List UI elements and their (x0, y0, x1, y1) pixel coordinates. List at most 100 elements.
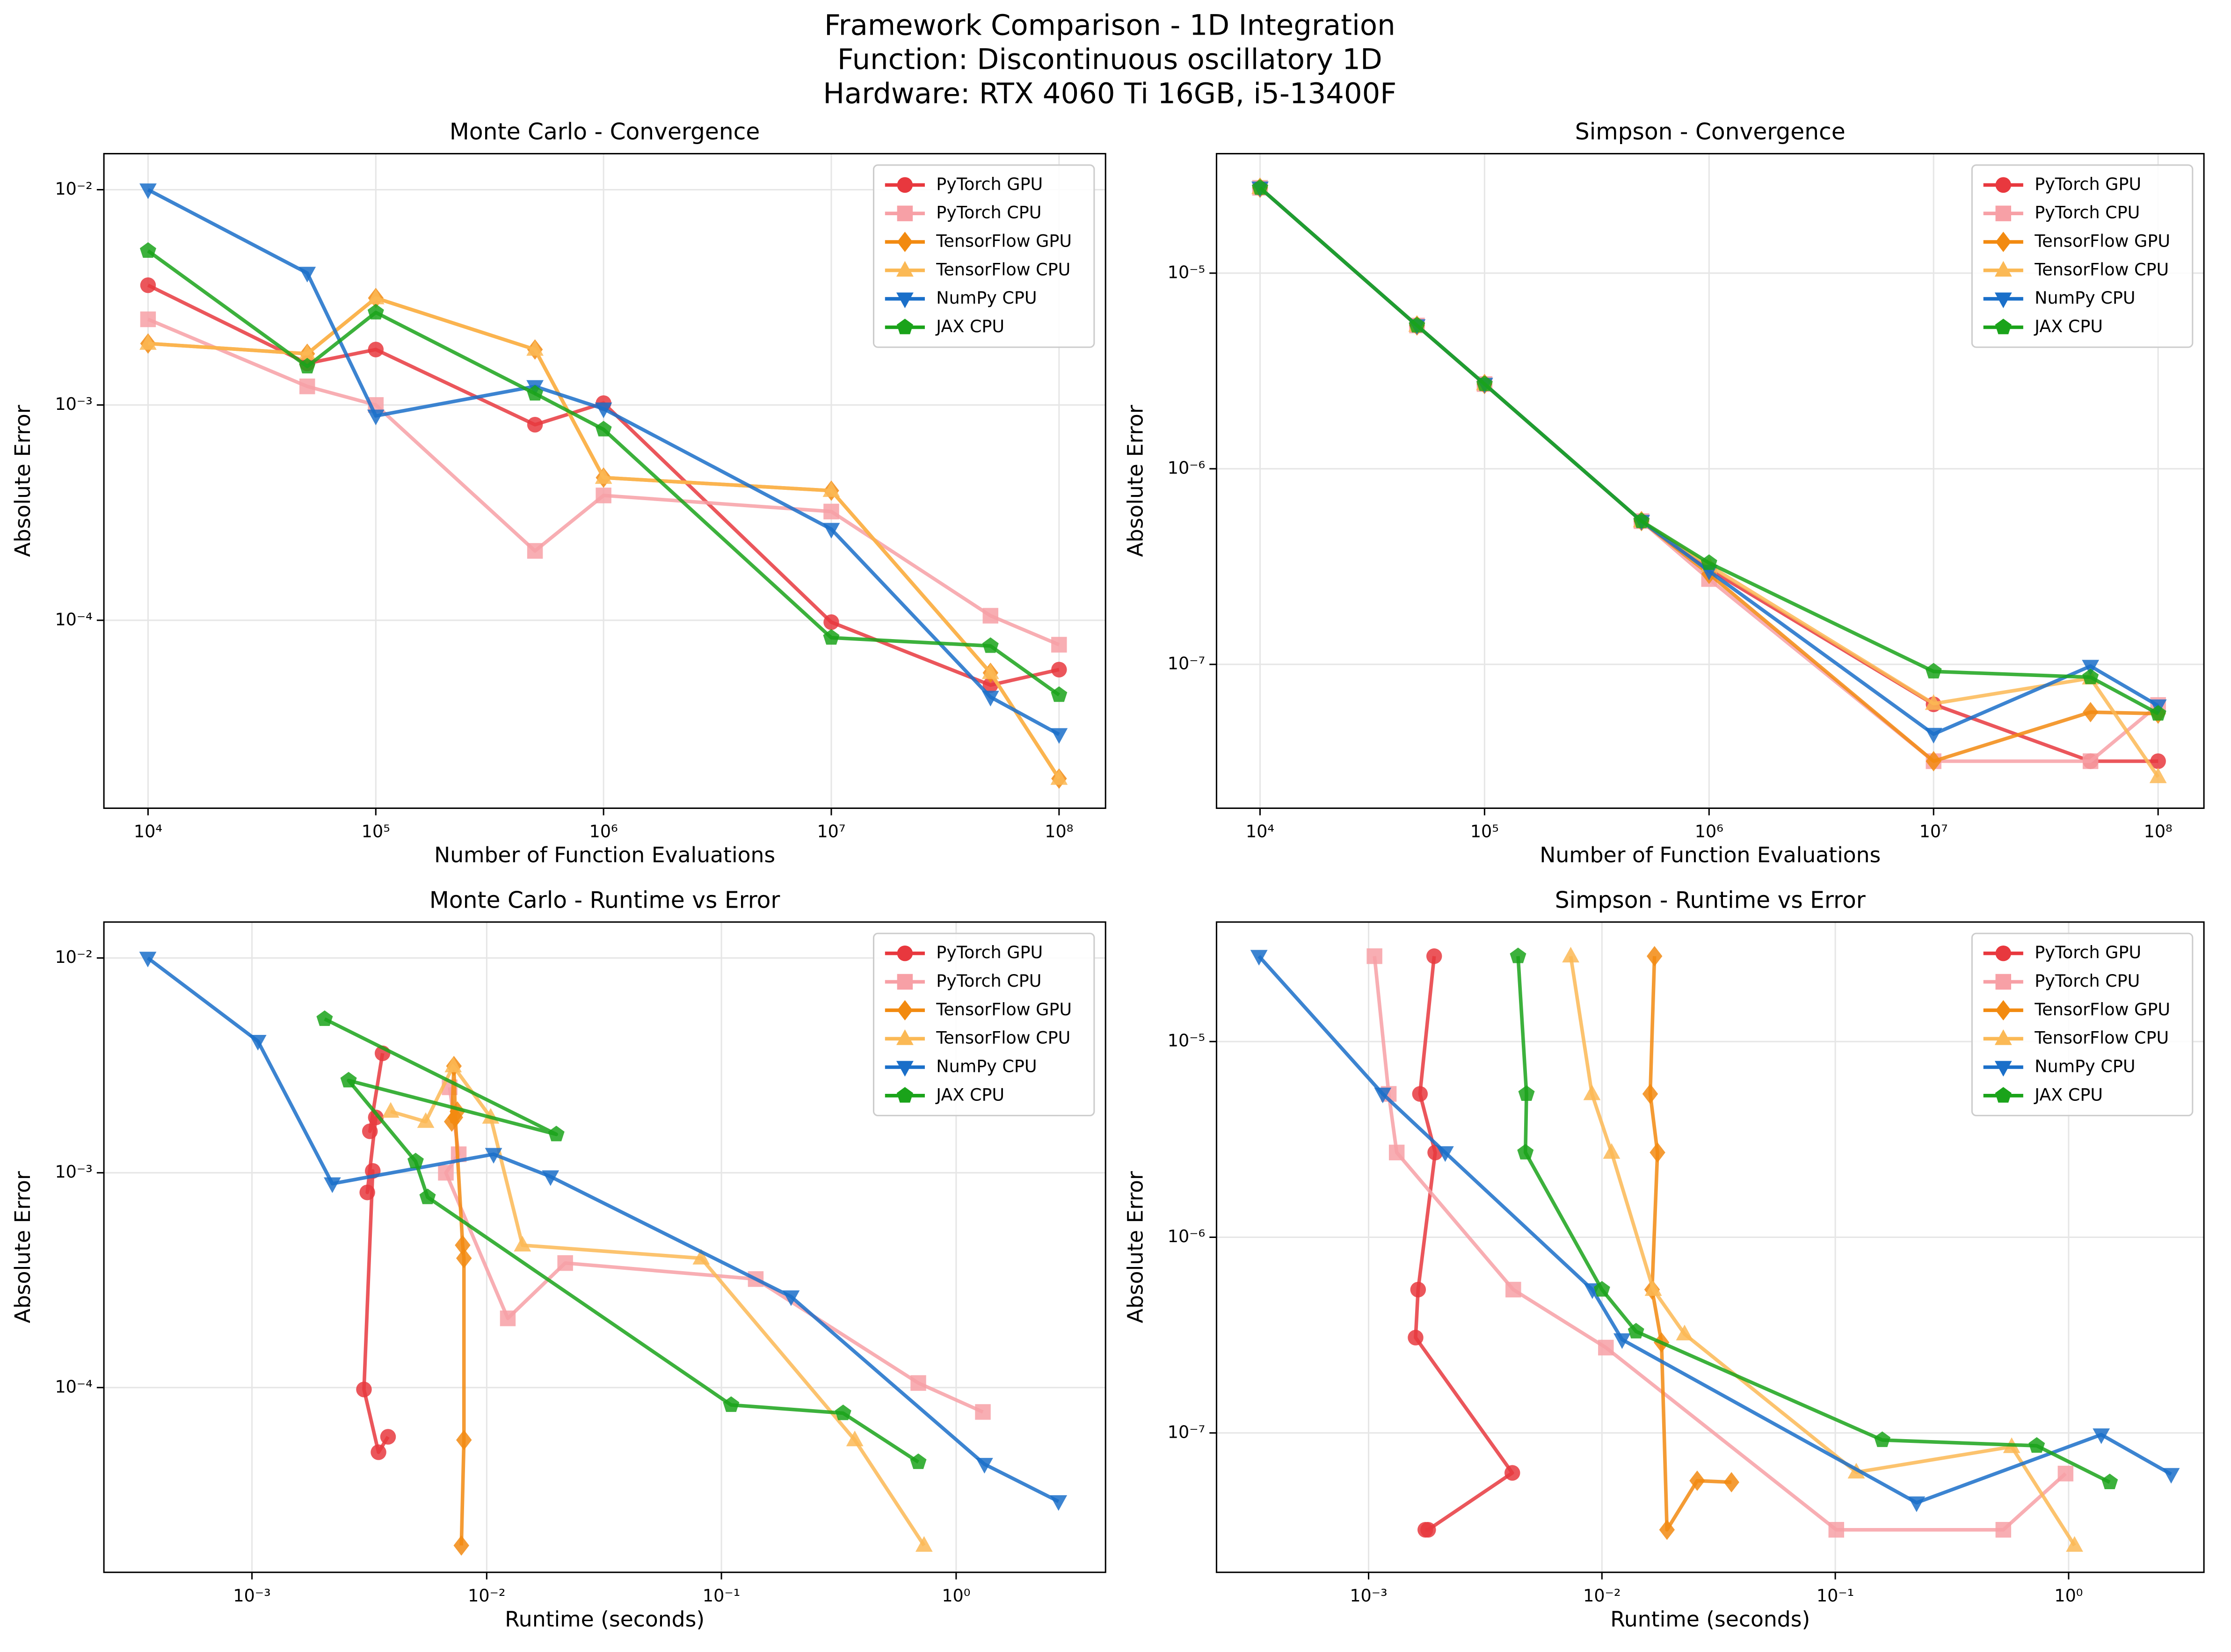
data-point (447, 1107, 463, 1128)
legend-marker (1995, 177, 2012, 193)
series-line (1648, 956, 1732, 1532)
data-point (823, 629, 840, 645)
data-point (417, 1112, 435, 1128)
legend-label: PyTorch GPU (2035, 942, 2141, 962)
data-point (823, 503, 839, 520)
data-point (557, 1255, 573, 1271)
data-point (324, 1177, 341, 1194)
legend-marker (1994, 1061, 2012, 1077)
x-tick-label: 10⁵ (1470, 822, 1499, 842)
legend-label: TensorFlow GPU (936, 999, 1072, 1019)
series-line (146, 956, 1060, 1503)
data-point (982, 637, 999, 653)
data-point (1050, 728, 1068, 744)
series-line (147, 249, 1061, 697)
data-point (1388, 1144, 1405, 1161)
plot-frame (1215, 153, 2205, 809)
data-point (2082, 669, 2099, 684)
data-point (1723, 1472, 1739, 1492)
data-point (527, 417, 543, 433)
data-point (140, 311, 156, 327)
series-line (1414, 956, 1514, 1532)
series-line (324, 1017, 920, 1464)
data-point (542, 1170, 560, 1186)
data-point (1518, 1085, 1535, 1101)
y-axis-label: Absolute Error (10, 405, 35, 557)
data-point (514, 1236, 531, 1252)
data-point (1593, 1281, 1610, 1297)
y-tick-label: 10⁻⁷ (1168, 654, 1205, 674)
data-point (367, 409, 385, 425)
y-tick-label: 10⁻³ (55, 1162, 92, 1182)
legend-label: JAX CPU (2034, 1084, 2103, 1105)
data-point (299, 357, 316, 374)
data-point (1050, 1495, 1068, 1511)
legend-marker (1995, 232, 2012, 252)
data-point (2150, 753, 2166, 769)
data-point (2082, 660, 2100, 676)
data-point (846, 1430, 864, 1447)
data-point (982, 608, 999, 624)
data-point (453, 1535, 469, 1556)
data-point (380, 1429, 396, 1445)
series-line (1373, 956, 2067, 1532)
data-point (1476, 375, 1493, 391)
data-point (1051, 662, 1067, 677)
y-tick-label: 10⁻² (55, 947, 92, 967)
y-axis-label: Absolute Error (10, 1171, 35, 1323)
data-point (368, 342, 384, 357)
data-point (692, 1249, 710, 1265)
data-point (1633, 512, 1650, 528)
legend-marker (896, 261, 914, 277)
legend-marker (1995, 974, 2012, 990)
legend-label: NumPy CPU (2035, 1056, 2135, 1077)
data-point (975, 1458, 993, 1474)
plot-frame (1215, 921, 2205, 1573)
data-point (526, 340, 544, 356)
plot-frame (103, 921, 1106, 1573)
x-axis-label: Runtime (seconds) (505, 1607, 705, 1631)
legend-label: JAX CPU (935, 1084, 1004, 1105)
data-point (1426, 948, 1442, 964)
chart-title: Monte Carlo - Convergence (450, 119, 760, 145)
data-point (915, 1536, 933, 1552)
data-point (835, 1405, 851, 1420)
data-point (1925, 662, 1942, 679)
x-tick-label: 10⁶ (589, 822, 618, 842)
data-point (2082, 702, 2099, 722)
legend-marker (1995, 319, 2012, 335)
series-line (147, 188, 1060, 736)
data-point (981, 663, 999, 679)
data-point (500, 1310, 516, 1326)
x-axis-label: Runtime (seconds) (1610, 1607, 1810, 1631)
data-point (596, 488, 611, 503)
series-line (148, 296, 1061, 780)
data-point (356, 1382, 372, 1397)
data-point (371, 1444, 386, 1460)
series-line (1516, 956, 2111, 1484)
legend-marker (1994, 261, 2012, 277)
x-tick-label: 10⁻² (1583, 1586, 1621, 1606)
legend-label: TensorFlow CPU (2034, 1028, 2169, 1048)
data-point (455, 1235, 471, 1256)
data-point (1417, 1522, 1433, 1538)
series-line (1258, 186, 2159, 715)
data-point (1828, 1522, 1845, 1538)
data-point (139, 183, 157, 199)
data-point (822, 523, 840, 539)
x-axis-label: Number of Function Evaluations (1540, 843, 1881, 867)
legend-marker (1994, 1029, 2012, 1045)
data-point (1925, 728, 1942, 744)
x-tick-label: 10⁻² (468, 1586, 505, 1606)
legend-label: PyTorch GPU (936, 942, 1043, 962)
legend-marker (896, 1087, 913, 1103)
legend-marker (896, 292, 914, 308)
legend-box (1971, 164, 2194, 348)
data-point (359, 1184, 375, 1201)
legend-label: NumPy CPU (936, 1056, 1037, 1077)
data-point (1613, 1333, 1631, 1349)
data-point (367, 304, 384, 320)
legend-marker (896, 1061, 914, 1077)
data-point (1925, 694, 1942, 710)
